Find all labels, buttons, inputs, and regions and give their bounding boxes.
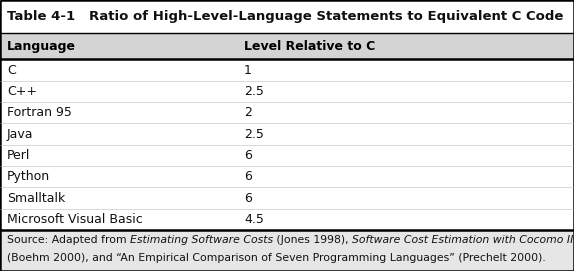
Text: Level Relative to C: Level Relative to C (244, 40, 375, 53)
Text: 6: 6 (244, 192, 252, 205)
Text: Microsoft Visual Basic: Microsoft Visual Basic (7, 213, 142, 226)
Text: Java: Java (7, 128, 33, 141)
Bar (0, 0, 574, 33)
Bar (0, 33, 574, 59)
Text: 6: 6 (244, 149, 252, 162)
Bar (0, 230, 574, 271)
Text: Language: Language (7, 40, 76, 53)
Text: Source: Adapted from: Source: Adapted from (7, 235, 130, 245)
Text: 1: 1 (244, 63, 252, 76)
Text: Table 4-1   Ratio of High-Level-Language Statements to Equivalent C Code: Table 4-1 Ratio of High-Level-Language S… (7, 10, 563, 23)
Text: C++: C++ (7, 85, 37, 98)
Text: 2: 2 (244, 106, 252, 119)
Text: Perl: Perl (7, 149, 30, 162)
Text: Python: Python (7, 170, 50, 183)
Text: (Boehm 2000), and “An Empirical Comparison of Seven Programming Languages” (Prec: (Boehm 2000), and “An Empirical Comparis… (7, 253, 546, 263)
Bar (0, 59, 574, 81)
Bar (0, 145, 574, 166)
Text: Software Cost Estimation with Cocomo II: Software Cost Estimation with Cocomo II (352, 235, 573, 245)
Text: 6: 6 (244, 170, 252, 183)
Text: Estimating Software Costs: Estimating Software Costs (130, 235, 273, 245)
Text: 2.5: 2.5 (244, 128, 264, 141)
Text: (Jones 1998),: (Jones 1998), (273, 235, 352, 245)
Bar (0, 187, 574, 209)
Text: 4.5: 4.5 (244, 213, 264, 226)
Bar (0, 123, 574, 145)
Bar (0, 102, 574, 123)
Bar (0, 166, 574, 187)
Text: Fortran 95: Fortran 95 (7, 106, 72, 119)
Text: Smalltalk: Smalltalk (7, 192, 65, 205)
Bar (0, 209, 574, 230)
Text: C: C (7, 63, 15, 76)
Text: 2.5: 2.5 (244, 85, 264, 98)
Bar (0, 81, 574, 102)
